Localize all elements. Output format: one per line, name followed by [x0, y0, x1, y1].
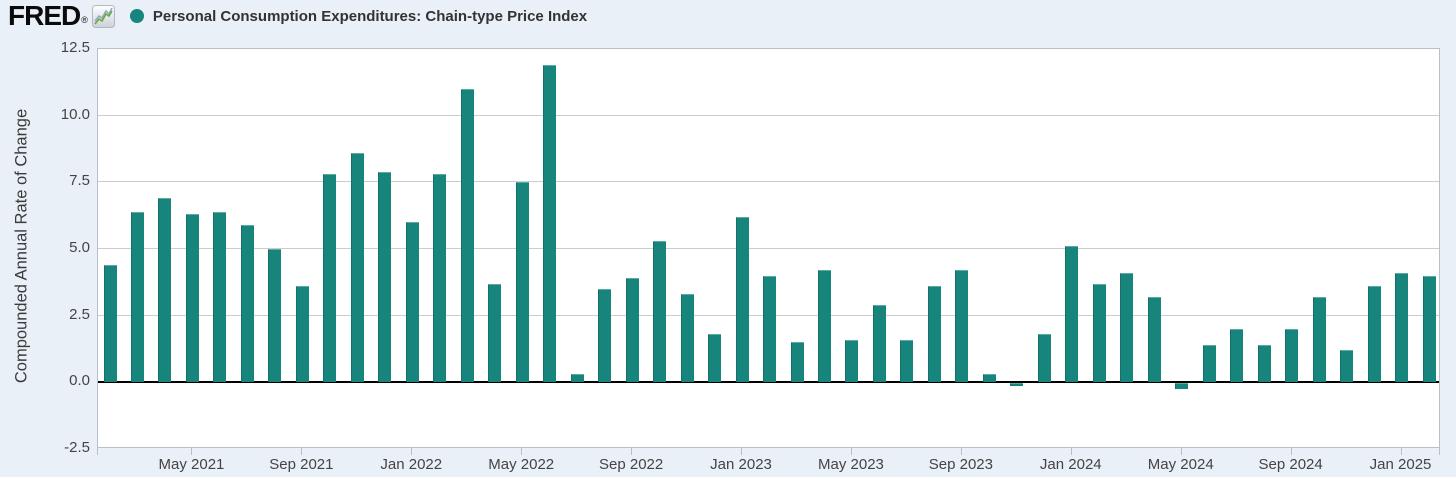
bar-oct-2021[interactable] — [323, 174, 337, 383]
fred-sparkline-icon — [91, 4, 115, 28]
chart-header: FRED ® Personal Consumption Expenditures… — [0, 0, 1456, 32]
bar-jan-2024[interactable] — [1065, 246, 1079, 383]
bar-may-2024[interactable] — [1175, 383, 1189, 389]
bar-may-2022[interactable] — [515, 182, 529, 383]
bar-jan-2022[interactable] — [405, 222, 419, 383]
x-axis-end-tick — [1439, 448, 1440, 455]
x-tick-label: Jan 2022 — [380, 456, 443, 473]
bar-nov-2024[interactable] — [1340, 350, 1354, 383]
y-tick-label: 10.0 — [60, 105, 90, 123]
series-legend-label: Personal Consumption Expenditures: Chain… — [152, 7, 588, 25]
fred-logo[interactable]: FRED ® — [8, 0, 115, 31]
bar-mar-2023[interactable] — [790, 342, 804, 383]
x-tick-mark — [1070, 448, 1072, 455]
bar-dec-2023[interactable] — [1037, 334, 1051, 383]
bar-jul-2022[interactable] — [570, 374, 584, 383]
bar-sep-2024[interactable] — [1285, 329, 1299, 383]
bar-oct-2022[interactable] — [653, 241, 667, 383]
bar-may-2023[interactable] — [845, 339, 859, 383]
registered-trademark: ® — [81, 15, 88, 25]
x-tick-mark — [521, 448, 523, 455]
y-tick-label: 12.5 — [60, 39, 90, 56]
bar-feb-2021[interactable] — [103, 265, 117, 383]
bar-apr-2022[interactable] — [488, 283, 502, 383]
x-tick-label: May 2024 — [1147, 456, 1214, 473]
x-tick-mark — [1290, 448, 1292, 455]
y-tick-label: 0.0 — [69, 372, 90, 390]
x-axis-end-tick — [97, 448, 98, 455]
x-tick-mark — [1400, 448, 1402, 455]
gridline — [98, 181, 1439, 183]
bar-may-2021[interactable] — [185, 214, 199, 383]
x-tick-label: Sep 2024 — [1258, 456, 1323, 473]
bar-sep-2022[interactable] — [625, 278, 639, 383]
x-tick-mark — [301, 448, 303, 455]
bar-jul-2023[interactable] — [900, 339, 914, 383]
gridline — [98, 248, 1439, 249]
bar-feb-2025[interactable] — [1422, 275, 1436, 383]
x-tick-mark — [960, 448, 962, 455]
x-tick-mark — [741, 448, 743, 455]
x-tick-mark — [411, 448, 413, 455]
bar-nov-2022[interactable] — [680, 294, 694, 383]
plot-area — [97, 48, 1440, 448]
bar-feb-2023[interactable] — [763, 275, 777, 383]
bar-jun-2024[interactable] — [1202, 345, 1216, 383]
y-tick-label: -2.5 — [64, 439, 90, 456]
bar-sep-2021[interactable] — [295, 286, 309, 383]
x-tick-label: Sep 2023 — [928, 456, 993, 473]
bar-dec-2021[interactable] — [378, 171, 392, 383]
x-tick-label: Jan 2023 — [710, 456, 772, 473]
fred-logo-text: FRED — [8, 0, 81, 31]
bar-oct-2023[interactable] — [982, 374, 996, 383]
y-tick-label: 2.5 — [69, 305, 90, 323]
x-tick-label: Jan 2024 — [1039, 456, 1102, 473]
bar-mar-2021[interactable] — [130, 211, 144, 383]
y-tick-label: 7.5 — [69, 172, 90, 190]
bar-jun-2022[interactable] — [543, 65, 557, 383]
bar-jun-2023[interactable] — [872, 305, 886, 383]
x-tick-mark — [850, 448, 852, 455]
bar-apr-2023[interactable] — [817, 270, 831, 383]
bar-jul-2024[interactable] — [1230, 329, 1244, 383]
x-tick-label: May 2022 — [488, 456, 555, 473]
bar-apr-2024[interactable] — [1147, 297, 1161, 383]
x-tick-mark — [191, 448, 193, 455]
bar-dec-2024[interactable] — [1367, 286, 1381, 383]
bar-jun-2021[interactable] — [213, 211, 227, 383]
bar-mar-2022[interactable] — [460, 89, 474, 383]
bar-jan-2023[interactable] — [735, 217, 749, 383]
x-tick-mark — [1180, 448, 1182, 455]
bar-sep-2023[interactable] — [955, 270, 969, 383]
gridline — [98, 114, 1439, 116]
bar-dec-2022[interactable] — [708, 334, 722, 383]
bar-aug-2023[interactable] — [927, 286, 941, 383]
bar-feb-2024[interactable] — [1092, 283, 1106, 383]
bar-jan-2025[interactable] — [1395, 273, 1409, 383]
bar-mar-2024[interactable] — [1120, 273, 1134, 383]
x-tick-label: Jan 2025 — [1369, 456, 1432, 473]
bar-jul-2021[interactable] — [240, 225, 254, 383]
series-legend-dot-icon — [129, 9, 144, 23]
bar-nov-2023[interactable] — [1010, 383, 1024, 386]
bar-feb-2022[interactable] — [433, 174, 447, 383]
bar-aug-2021[interactable] — [268, 249, 282, 383]
bar-nov-2021[interactable] — [350, 153, 364, 383]
x-tick-label: May 2021 — [158, 456, 225, 473]
bar-oct-2024[interactable] — [1312, 297, 1326, 383]
series-legend: Personal Consumption Expenditures: Chain… — [129, 7, 588, 25]
x-tick-label: Sep 2022 — [598, 456, 664, 473]
bar-apr-2021[interactable] — [158, 198, 172, 383]
x-tick-mark — [631, 448, 633, 455]
y-tick-label: 5.0 — [69, 239, 90, 256]
x-tick-label: Sep 2021 — [269, 456, 334, 473]
x-tick-label: May 2023 — [818, 456, 884, 473]
bar-aug-2024[interactable] — [1257, 345, 1271, 383]
zero-line — [98, 381, 1439, 384]
bar-aug-2022[interactable] — [598, 289, 612, 383]
